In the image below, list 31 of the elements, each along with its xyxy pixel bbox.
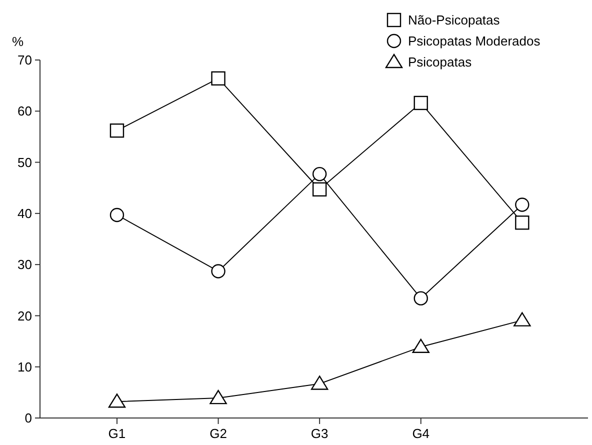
- point: [515, 216, 530, 230]
- point: [412, 338, 430, 354]
- y-tick-label: 10: [18, 359, 32, 374]
- point: [211, 264, 226, 278]
- x-tick-label: G4: [412, 426, 430, 441]
- point: [312, 182, 327, 196]
- point: [110, 123, 124, 138]
- x-tick-label: G1: [108, 426, 126, 441]
- point: [414, 96, 428, 110]
- y-tick-label: 60: [18, 104, 32, 119]
- point: [211, 71, 226, 86]
- point: [515, 198, 530, 212]
- y-tick-label: 0: [24, 410, 32, 426]
- point: [210, 390, 227, 404]
- y-tick-label: 70: [18, 52, 32, 68]
- legend-label: Não-Psicopatas: [408, 12, 500, 28]
- y-tick-label: 50: [18, 154, 32, 170]
- y-axis-title: %: [12, 34, 24, 49]
- point: [310, 376, 328, 390]
- y-tick-label: 40: [18, 206, 32, 221]
- point: [108, 394, 126, 408]
- y-tick-label: 20: [18, 308, 32, 324]
- legend-label: Psicopatas: [408, 54, 472, 70]
- point: [414, 291, 428, 306]
- point: [514, 312, 531, 326]
- y-tick-label: 30: [18, 257, 32, 272]
- legend-label: Psicopatas Moderados: [408, 34, 541, 49]
- x-tick-label: G3: [310, 426, 328, 441]
- point: [312, 166, 327, 182]
- x-tick-label: G2: [210, 426, 227, 441]
- point: [110, 208, 124, 222]
